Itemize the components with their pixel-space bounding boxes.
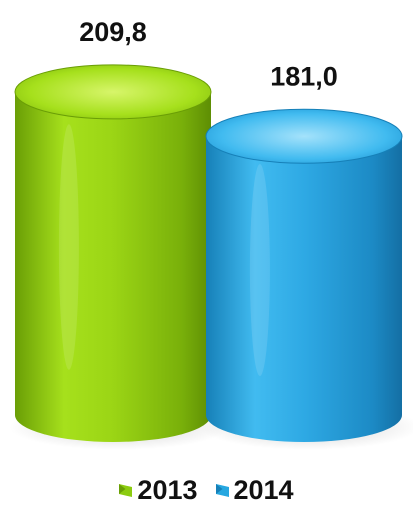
- legend-label-2013: 2013: [137, 474, 198, 505]
- bar-top-2013: [14, 64, 212, 120]
- bar-top-2014: [205, 108, 403, 164]
- legend-label-2014: 2014: [233, 474, 294, 505]
- bar-2014: [206, 136, 402, 442]
- bar-2013: [15, 91, 211, 442]
- data-label-2013: 209,8: [79, 17, 147, 47]
- bar-highlight-2014: [249, 164, 270, 376]
- legend-item-2014: 2014: [215, 474, 294, 505]
- bar-highlight-2013: [58, 124, 79, 370]
- cylinder-bar-chart: 209,8 181,0: [9, 17, 413, 450]
- legend: 2013 2014: [0, 470, 413, 510]
- legend-swatch-2013: [119, 483, 133, 497]
- legend-swatch-2014: [215, 483, 229, 497]
- legend-item-2013: 2013: [119, 474, 198, 505]
- data-label-2014: 181,0: [270, 61, 338, 91]
